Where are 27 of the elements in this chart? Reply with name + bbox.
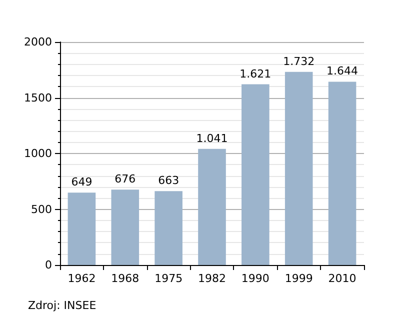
bar — [68, 192, 96, 265]
y-tick-label: 500 — [31, 202, 52, 216]
bar — [242, 84, 270, 265]
data-label: 1.621 — [240, 67, 272, 80]
data-label: 649 — [71, 176, 92, 189]
bar — [328, 82, 356, 265]
text: Zdroj: INSEE — [28, 299, 96, 312]
y-tick-label: 1500 — [24, 91, 52, 104]
x-tick-label: 1990 — [241, 272, 270, 285]
data-label: 1.041 — [196, 132, 228, 145]
x-tick-label: 1962 — [68, 272, 96, 285]
bar — [154, 191, 182, 265]
y-tick-label: 1000 — [24, 147, 52, 160]
data-label: 1.644 — [326, 64, 358, 78]
data-label: 1.732 — [283, 54, 315, 68]
data-label: 663 — [158, 174, 180, 188]
data-label: 676 — [114, 172, 136, 186]
x-tick-label: 1975 — [154, 272, 183, 285]
x-tick-label: 1999 — [284, 272, 313, 285]
x-tick-label: 1968 — [111, 272, 140, 285]
bar — [198, 148, 226, 265]
y-tick-label: 0 — [45, 258, 52, 272]
x-tick-label: 2010 — [328, 272, 356, 285]
x-tick-label: 1982 — [198, 272, 226, 285]
bar — [284, 72, 313, 265]
y-tick-label: 2000 — [24, 36, 52, 48]
bar — [111, 190, 140, 265]
